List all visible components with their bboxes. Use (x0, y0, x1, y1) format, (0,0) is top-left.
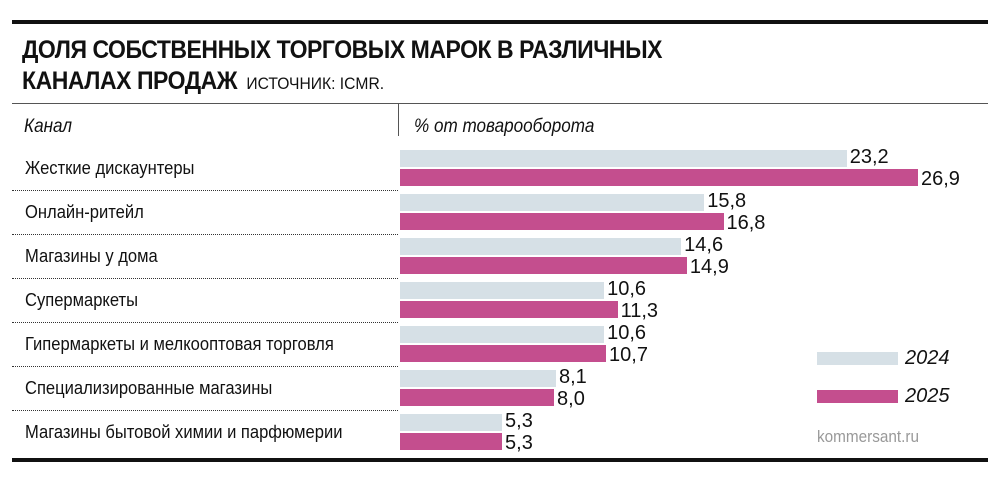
bar-2025 (400, 301, 618, 318)
bottom-rule (12, 458, 988, 462)
legend-swatch-2024 (817, 352, 898, 365)
value-label-2025: 16,8 (726, 212, 766, 234)
category-label: Онлайн-ритейл (25, 202, 144, 222)
row-separator (12, 190, 398, 191)
row-separator (12, 322, 398, 323)
legend-swatch-2025 (817, 390, 898, 403)
bar-2025 (400, 213, 724, 230)
source-note: ИСТОЧНИК: ICMR. (246, 74, 385, 93)
header-divider (398, 103, 399, 136)
category-label: Магазины у дома (25, 246, 158, 266)
chart-title-line1: ДОЛЯ СОБСТВЕННЫХ ТОРГОВЫХ МАРОК В РАЗЛИЧ… (22, 36, 663, 64)
chart-title-line2: КАНАЛАХ ПРОДАЖ ИСТОЧНИК: ICMR. (22, 67, 384, 96)
value-label-2024: 10,6 (607, 278, 647, 300)
top-rule (12, 20, 988, 24)
value-label-2025: 14,9 (689, 256, 729, 278)
bar-2024 (400, 414, 503, 431)
value-label-2024: 8,1 (558, 366, 587, 388)
x-axis-label: % от товарооборота (414, 116, 595, 137)
bar-2024 (400, 326, 605, 343)
value-label-2024: 15,8 (707, 190, 747, 212)
value-label-2024: 23,2 (849, 146, 889, 168)
bar-2024 (400, 370, 556, 387)
bar-2024 (400, 238, 682, 255)
category-label: Специализированные магазины (25, 378, 273, 398)
value-label-2025: 26,9 (921, 168, 960, 190)
value-label-2025: 10,7 (609, 344, 648, 366)
value-label-2024: 10,6 (607, 322, 647, 344)
bar-2024 (400, 150, 847, 167)
bar-2025 (400, 433, 503, 450)
bar-2024 (400, 282, 605, 299)
row-separator (12, 234, 398, 235)
credit: kommersant.ru (817, 427, 920, 446)
category-label: Гипермаркеты и мелкооптовая торговля (25, 334, 334, 354)
row-separator (12, 410, 398, 411)
chart-title-line2-text: КАНАЛАХ ПРОДАЖ (22, 67, 238, 95)
bar-2025 (400, 345, 607, 362)
legend-label-2025: 2025 (905, 385, 950, 407)
bar-2025 (400, 257, 687, 274)
value-label-2024: 14,6 (684, 234, 724, 256)
bar-2025 (400, 169, 918, 186)
bar-2024 (400, 194, 705, 211)
row-separator (12, 366, 398, 367)
legend-label-2024: 2024 (905, 347, 950, 369)
category-label: Супермаркеты (25, 290, 139, 310)
row-separator (12, 278, 398, 279)
value-label-2025: 8,0 (557, 388, 585, 410)
value-label-2025: 11,3 (620, 300, 659, 322)
category-label: Магазины бытовой химии и парфюмерии (25, 422, 343, 442)
value-label-2024: 5,3 (505, 410, 533, 432)
category-label: Жесткие дискаунтеры (25, 158, 195, 178)
header-rule (12, 103, 988, 104)
value-label-2025: 5,3 (505, 432, 533, 454)
y-axis-label: Канал (24, 116, 72, 137)
bar-2025 (400, 389, 555, 406)
